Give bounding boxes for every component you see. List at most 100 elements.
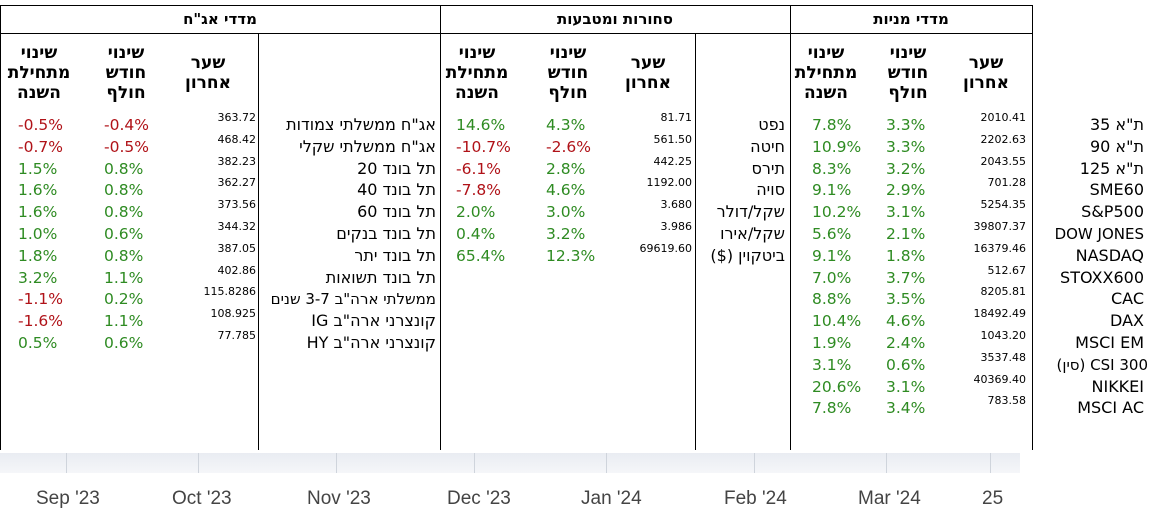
bonds-row-3-ytd: 1.5% [18, 160, 58, 178]
stocks-row-7-name: NASDAQ [1075, 246, 1144, 265]
commodities-row-6-last: 3.986 [660, 220, 693, 233]
commodities-row-3-name: תירס [751, 159, 785, 178]
bonds-header-last: שער אחרון [185, 53, 231, 93]
commodities-header-last: שער אחרון [625, 53, 671, 93]
bonds-row-10-month: 1.1% [104, 312, 144, 330]
bonds-row-5-month: 0.8% [104, 203, 144, 221]
bonds-row-11-name: קונצרני ארה"ב HY [306, 333, 436, 352]
section-divider-bonds [440, 5, 441, 450]
stocks-row-9-month: 3.5% [886, 290, 926, 308]
stocks-row-1-ytd: 7.8% [812, 116, 852, 134]
stocks-row-1-name: ת"א 35 [1089, 115, 1144, 134]
bonds-row-2-month: -0.5% [104, 138, 149, 156]
bonds-row-6-month: 0.6% [104, 225, 144, 243]
commodities-row-2-ytd: -10.7% [456, 138, 511, 156]
timeline-tick [990, 453, 991, 473]
bonds-row-10-name: קונצרני ארה"ב IG [311, 311, 436, 330]
commodities-row-7-ytd: 65.4% [456, 247, 506, 265]
timeline-tick [198, 453, 199, 473]
bonds-row-1-month: -0.4% [104, 116, 149, 134]
x-axis-label: Feb '24 [724, 488, 787, 509]
commodities-row-2-name: חיטה [750, 137, 785, 156]
commodities-name-divider [695, 33, 696, 450]
bonds-row-9-name: ממשלתי ארה"ב 3-7 שנים [270, 290, 436, 308]
stocks-row-11-ytd: 1.9% [812, 334, 852, 352]
timeline-strip [0, 453, 1020, 473]
stocks-row-10-ytd: 10.4% [812, 312, 862, 330]
stocks-header-month: שינוי חודש חולף [887, 43, 929, 103]
commodities-row-3-ytd: -6.1% [456, 160, 501, 178]
bonds-row-4-month: 0.8% [104, 181, 144, 199]
commodities-row-5-ytd: 2.0% [456, 203, 496, 221]
bonds-row-7-ytd: 1.8% [18, 247, 58, 265]
stocks-row-5-name: S&P500 [1081, 202, 1144, 221]
stocks-row-8-name: STOXX600 [1060, 268, 1144, 287]
stocks-row-13-month: 3.1% [886, 378, 926, 396]
stocks-row-9-name: CAC [1110, 289, 1144, 308]
stocks-row-14-name: MSCI AC [1077, 398, 1144, 417]
section-title-commodities: סחורות ומטבעות [556, 10, 674, 28]
commodities-row-1-name: נפט [758, 115, 785, 134]
bonds-row-9-last: 115.8286 [203, 285, 257, 298]
x-axis-label: Jan '24 [581, 488, 642, 509]
stocks-row-12-name: CSI 300 (סין) [1056, 356, 1148, 374]
bonds-row-6-last: 344.32 [217, 220, 257, 233]
bonds-header-ytd: שינוי מתחילת השנה [7, 43, 71, 103]
bonds-row-11-last: 77.785 [217, 329, 257, 342]
timeline-tick [66, 453, 67, 473]
stocks-row-2-month: 3.3% [886, 138, 926, 156]
stocks-row-3-ytd: 8.3% [812, 160, 852, 178]
stocks-row-2-last: 2202.63 [980, 133, 1027, 146]
commodities-row-4-month: 4.6% [546, 181, 586, 199]
commodities-row-3-last: 442.25 [653, 155, 693, 168]
stocks-row-3-last: 2043.55 [980, 155, 1027, 168]
stocks-header-last: שער אחרון [963, 53, 1009, 93]
bonds-row-11-ytd: 0.5% [18, 334, 58, 352]
stocks-row-5-month: 3.1% [886, 203, 926, 221]
bonds-row-2-name: אג"ח ממשלתי שקלי [299, 137, 436, 156]
bonds-header-month: שינוי חודש חולף [105, 43, 147, 103]
commodities-header-ytd: שינוי מתחילת השנה [445, 43, 509, 103]
commodities-row-5-name: שקל/דולר [716, 202, 785, 221]
stocks-row-6-month: 2.1% [886, 225, 926, 243]
stocks-row-7-month: 1.8% [886, 247, 926, 265]
bonds-row-7-last: 387.05 [217, 242, 257, 255]
bonds-row-11-month: 0.6% [104, 334, 144, 352]
stocks-row-6-ytd: 5.6% [812, 225, 852, 243]
stocks-row-12-last: 3537.48 [980, 351, 1027, 364]
bonds-row-3-last: 382.23 [217, 155, 257, 168]
x-axis-label: 25 [982, 488, 1004, 509]
commodities-row-4-last: 1192.00 [646, 176, 693, 189]
bonds-row-8-month: 1.1% [104, 269, 144, 287]
commodities-row-4-name: סויה [756, 180, 785, 199]
x-axis-label: Sep '23 [36, 488, 100, 509]
stocks-row-11-name: MSCI EM [1075, 333, 1144, 352]
timeline-tick [336, 453, 337, 473]
stocks-row-10-month: 4.6% [886, 312, 926, 330]
stocks-header-ytd: שינוי מתחילת השנה [794, 43, 858, 103]
stocks-row-14-ytd: 7.8% [812, 399, 852, 417]
bonds-row-8-name: תל בונד תשואות [325, 268, 436, 287]
bonds-row-9-ytd: -1.1% [18, 290, 63, 308]
stocks-row-13-ytd: 20.6% [812, 378, 862, 396]
bonds-row-5-last: 373.56 [217, 198, 257, 211]
bonds-row-1-last: 363.72 [217, 111, 257, 124]
bonds-row-7-month: 0.8% [104, 247, 144, 265]
commodities-row-6-name: שקל/אירו [720, 224, 785, 243]
table-left-border [0, 5, 1, 450]
bonds-row-2-last: 468.42 [217, 133, 257, 146]
x-axis-label: Nov '23 [307, 488, 371, 509]
bonds-row-4-last: 362.27 [217, 176, 257, 189]
stocks-row-6-name: DOW JONES [1054, 225, 1144, 243]
bonds-row-7-name: תל בונד יתר [354, 246, 436, 265]
bonds-row-5-ytd: 1.6% [18, 203, 58, 221]
market-indices-board: מדדי אג"ח סחורות ומטבעות מדדי מניות שינו… [0, 5, 1149, 450]
stocks-row-8-ytd: 7.0% [812, 269, 852, 287]
bonds-row-9-month: 0.2% [104, 290, 144, 308]
timeline-tick [606, 453, 607, 473]
stocks-row-3-name: ת"א 125 [1079, 159, 1144, 178]
section-title-stocks: מדדי מניות [873, 10, 949, 28]
stocks-row-8-month: 3.7% [886, 269, 926, 287]
stocks-row-13-name: NIKKEI [1091, 377, 1145, 396]
x-axis-label: Mar '24 [858, 488, 921, 509]
